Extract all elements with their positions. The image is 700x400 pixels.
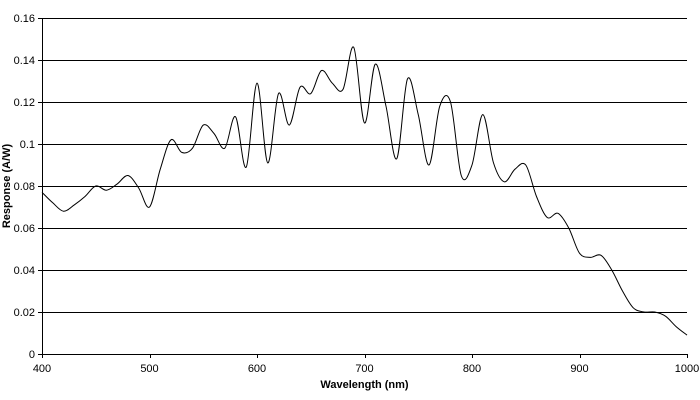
x-axis-title: Wavelength (nm) bbox=[320, 379, 409, 391]
x-tick-label: 600 bbox=[248, 363, 266, 375]
series-line-0 bbox=[41, 46, 688, 336]
y-tick-label: 0.04 bbox=[14, 265, 35, 277]
y-tick-label: 0.12 bbox=[14, 97, 35, 109]
x-tick-label: 1000 bbox=[675, 363, 699, 375]
x-tick-label: 500 bbox=[140, 363, 158, 375]
y-tick-label: 0.1 bbox=[20, 139, 35, 151]
y-tick-label: 0.14 bbox=[14, 55, 35, 67]
y-tick-label: 0 bbox=[29, 349, 35, 361]
y-tick-label: 0.06 bbox=[14, 223, 35, 235]
series-group bbox=[41, 46, 688, 336]
x-tick-label: 700 bbox=[355, 363, 373, 375]
y-tick-label: 0.08 bbox=[14, 181, 35, 193]
y-tick-label: 0.02 bbox=[14, 307, 35, 319]
x-tick-label: 800 bbox=[463, 363, 481, 375]
tick-labels: 0 0.02 0.04 0.06 0.08 0.1 0.12 0.14 0.16 400 500 60… bbox=[14, 13, 700, 375]
y-tick-label: 0.16 bbox=[14, 13, 35, 25]
x-tick-label: 900 bbox=[570, 363, 588, 375]
gridlines bbox=[42, 18, 687, 313]
x-tick-label: 400 bbox=[33, 363, 51, 375]
y-axis-title: Response (A/W) bbox=[1, 143, 13, 228]
axes bbox=[42, 18, 687, 355]
